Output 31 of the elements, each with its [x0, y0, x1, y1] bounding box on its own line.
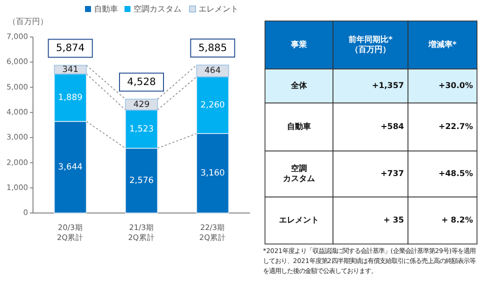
text: 自動車	[287, 122, 311, 132]
text: +48.5%	[438, 169, 473, 178]
text: 3,160	[200, 168, 225, 179]
text: 429	[133, 100, 150, 110]
text: +1,357	[372, 81, 404, 90]
text: 事業	[290, 40, 307, 50]
legend-label: 自動車	[94, 4, 118, 14]
legend-label: エレメント	[198, 4, 238, 14]
text: +737	[380, 169, 404, 178]
total-label: 5,874	[56, 43, 85, 54]
text: 増減率*	[427, 39, 458, 50]
text: + 8.2%	[441, 216, 473, 225]
total-label: 4,528	[127, 76, 156, 88]
legend-label: 空調カスタム	[134, 4, 182, 14]
y-axis-title: （百万円）	[8, 17, 48, 26]
text: 341	[62, 64, 78, 75]
text: 1,523	[129, 124, 154, 134]
text: 3,644	[58, 162, 83, 173]
total-label: 5,885	[198, 42, 227, 54]
text: +22.7%	[438, 122, 473, 132]
text: 2,576	[129, 176, 154, 186]
text: 464	[204, 66, 221, 76]
text: +30.0%	[438, 81, 473, 90]
text: 全体	[290, 81, 308, 90]
text: 1,889	[58, 92, 83, 103]
text: +584	[380, 122, 404, 132]
text: 2,260	[200, 100, 225, 110]
text: + 35	[383, 216, 404, 225]
text: 前年同期比*（百万円）	[347, 35, 394, 54]
text: 空調カスタム	[283, 163, 315, 184]
text: エレメント	[279, 216, 319, 225]
